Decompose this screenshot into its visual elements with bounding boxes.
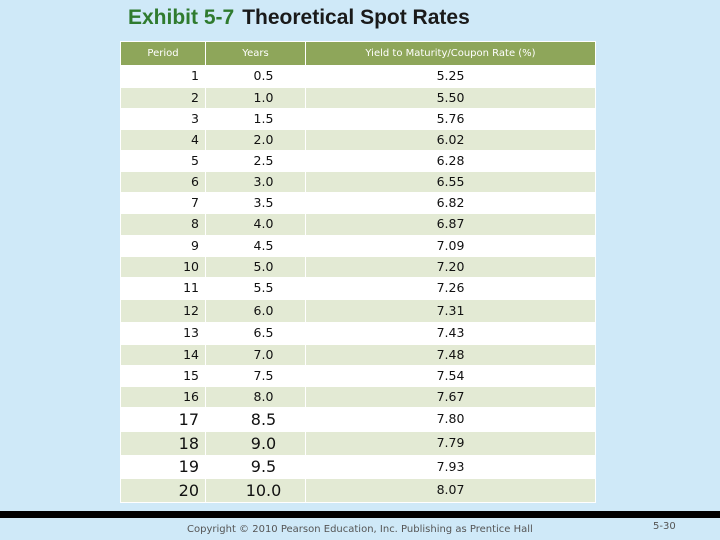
yield-cell: 6.02 <box>305 129 596 151</box>
period-cell: 10 <box>120 256 206 278</box>
years-cell: 5.5 <box>205 277 306 300</box>
years-cell: 10.0 <box>205 478 306 503</box>
years-cell: 5.0 <box>205 256 306 278</box>
yield-cell: 7.20 <box>305 256 596 278</box>
yield-cell: 6.28 <box>305 150 596 172</box>
years-cell: 6.0 <box>205 299 306 323</box>
yield-cell: 7.43 <box>305 322 596 345</box>
period-cell: 12 <box>120 299 206 323</box>
yield-cell: 7.48 <box>305 344 596 366</box>
period-cell: 2 <box>120 87 206 109</box>
copyright-text: Copyright © 2010 Pearson Education, Inc.… <box>187 524 533 535</box>
yield-cell: 8.07 <box>305 478 596 503</box>
table-row: 4 2.0 6.02 <box>120 129 596 151</box>
years-cell: 8.0 <box>205 386 306 408</box>
yield-cell: 6.55 <box>305 171 596 193</box>
yield-cell: 7.67 <box>305 386 596 408</box>
yield-cell: 5.25 <box>305 65 596 88</box>
years-cell: 9.5 <box>205 455 306 479</box>
header-period: Period <box>120 41 206 66</box>
table-row: 16 8.0 7.67 <box>120 386 596 408</box>
years-cell: 3.5 <box>205 192 306 214</box>
spot-rates-table-container: Period Years Yield to Maturity/Coupon Ra… <box>120 41 596 503</box>
period-cell: 3 <box>120 108 206 130</box>
header-yield: Yield to Maturity/Coupon Rate (%) <box>305 41 596 66</box>
table-row: 2 1.0 5.50 <box>120 87 596 109</box>
table-row: 15 7.5 7.54 <box>120 365 596 387</box>
yield-cell: 5.50 <box>305 87 596 109</box>
table-row: 13 6.5 7.43 <box>120 322 596 345</box>
table-row: 9 4.5 7.09 <box>120 235 596 257</box>
slide-number: 5-30 <box>653 521 676 532</box>
years-cell: 9.0 <box>205 431 306 456</box>
header-years: Years <box>205 41 306 66</box>
yield-cell: 5.76 <box>305 108 596 130</box>
table-row: 19 9.5 7.93 <box>120 455 596 479</box>
years-cell: 7.0 <box>205 344 306 366</box>
years-cell: 7.5 <box>205 365 306 387</box>
table-row: 5 2.5 6.28 <box>120 150 596 172</box>
table-row: 10 5.0 7.20 <box>120 256 596 278</box>
period-cell: 13 <box>120 322 206 345</box>
period-cell: 15 <box>120 365 206 387</box>
period-cell: 11 <box>120 277 206 300</box>
table-row: 6 3.0 6.55 <box>120 171 596 193</box>
yield-cell: 6.82 <box>305 192 596 214</box>
period-cell: 1 <box>120 65 206 88</box>
years-cell: 3.0 <box>205 171 306 193</box>
table-row: 17 8.5 7.80 <box>120 407 596 432</box>
period-cell: 14 <box>120 344 206 366</box>
years-cell: 2.0 <box>205 129 306 151</box>
yield-cell: 7.09 <box>305 235 596 257</box>
table-row: 11 5.5 7.26 <box>120 277 596 300</box>
period-cell: 4 <box>120 129 206 151</box>
yield-cell: 7.26 <box>305 277 596 300</box>
years-cell: 4.0 <box>205 213 306 236</box>
years-cell: 6.5 <box>205 322 306 345</box>
years-cell: 0.5 <box>205 65 306 88</box>
years-cell: 2.5 <box>205 150 306 172</box>
slide-title: Exhibit 5-7 Theoretical Spot Rates <box>128 6 470 30</box>
period-cell: 7 <box>120 192 206 214</box>
period-cell: 20 <box>120 478 206 503</box>
table-row: 8 4.0 6.87 <box>120 213 596 236</box>
table-row: 1 0.5 5.25 <box>120 65 596 88</box>
period-cell: 9 <box>120 235 206 257</box>
period-cell: 19 <box>120 455 206 479</box>
years-cell: 8.5 <box>205 407 306 432</box>
exhibit-label: Exhibit 5-7 <box>128 6 235 29</box>
footer-divider-bar <box>0 511 720 518</box>
years-cell: 1.5 <box>205 108 306 130</box>
yield-cell: 7.31 <box>305 299 596 323</box>
table-row: 14 7.0 7.48 <box>120 344 596 366</box>
yield-cell: 7.54 <box>305 365 596 387</box>
period-cell: 6 <box>120 171 206 193</box>
table-body: 1 0.5 5.25 2 1.0 5.50 3 1.5 5.76 4 2.0 6.02 5 2.5 6.28… <box>120 65 596 503</box>
period-cell: 17 <box>120 407 206 432</box>
period-cell: 16 <box>120 386 206 408</box>
spot-rates-table: Period Years Yield to Maturity/Coupon Ra… <box>120 41 596 503</box>
period-cell: 8 <box>120 213 206 236</box>
yield-cell: 7.79 <box>305 431 596 456</box>
table-row: 3 1.5 5.76 <box>120 108 596 130</box>
table-row: 12 6.0 7.31 <box>120 299 596 323</box>
table-row: 7 3.5 6.82 <box>120 192 596 214</box>
period-cell: 5 <box>120 150 206 172</box>
table-header-row: Period Years Yield to Maturity/Coupon Ra… <box>120 41 596 66</box>
yield-cell: 7.93 <box>305 455 596 479</box>
exhibit-title: Theoretical Spot Rates <box>242 6 470 29</box>
years-cell: 1.0 <box>205 87 306 109</box>
table-row: 18 9.0 7.79 <box>120 431 596 456</box>
yield-cell: 7.80 <box>305 407 596 432</box>
yield-cell: 6.87 <box>305 213 596 236</box>
period-cell: 18 <box>120 431 206 456</box>
years-cell: 4.5 <box>205 235 306 257</box>
table-row: 20 10.0 8.07 <box>120 478 596 503</box>
